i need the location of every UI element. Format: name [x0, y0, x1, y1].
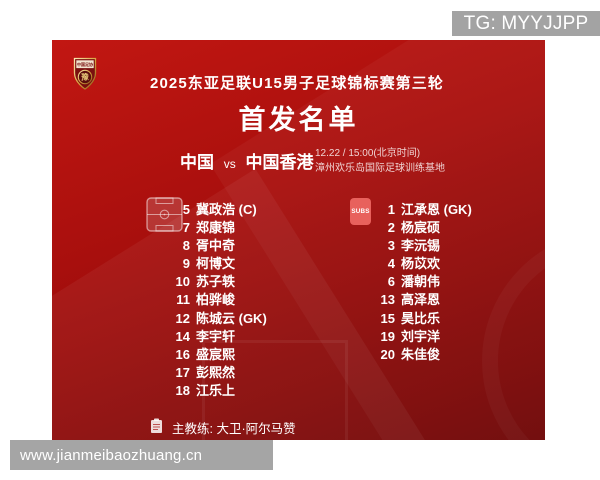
svg-text:中国足协: 中国足协 [77, 61, 93, 67]
svg-text:豫: 豫 [81, 72, 89, 82]
